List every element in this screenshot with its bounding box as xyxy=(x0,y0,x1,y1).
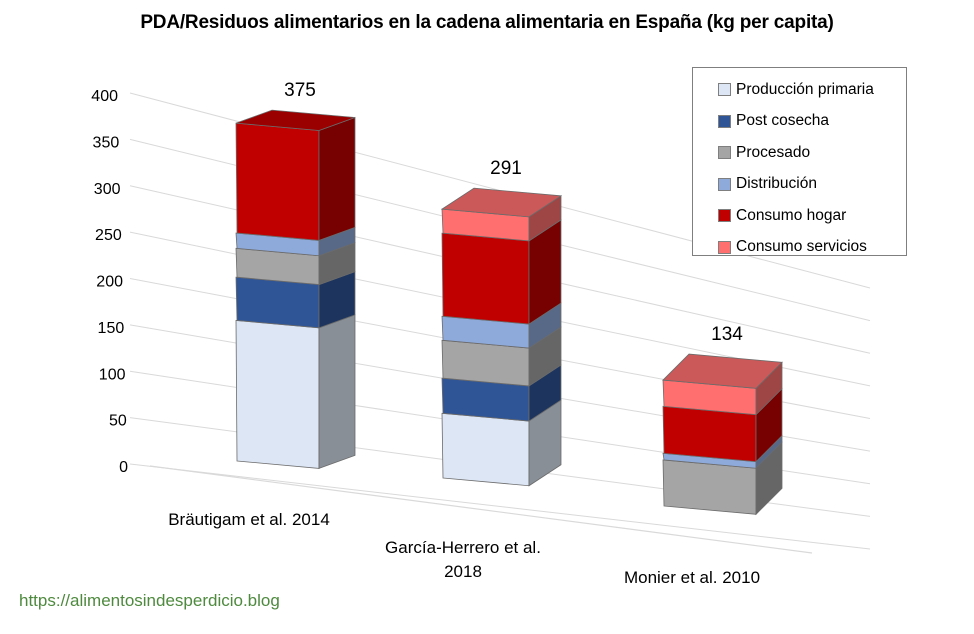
source-url[interactable]: https://alimentosindesperdicio.blog xyxy=(19,591,280,610)
y-tick-label: 50 xyxy=(109,413,127,430)
y-tick-label: 400 xyxy=(91,88,118,105)
bar-total-label: 291 xyxy=(490,158,522,179)
legend-item: Producción primaria xyxy=(693,74,906,106)
y-tick-label: 350 xyxy=(93,134,120,151)
bar-segment xyxy=(235,320,320,469)
bar-top xyxy=(662,353,783,389)
bar-segment xyxy=(662,405,757,463)
y-tick-label: 300 xyxy=(94,181,121,198)
y-axis-ticks: 0 50 100 150 200 250 300 350 400 xyxy=(91,88,128,476)
bar-segment xyxy=(235,122,320,241)
x-category-label: García-Herrero et al. xyxy=(385,538,541,557)
bar-segment-side xyxy=(318,116,356,241)
legend-item: Post cosecha xyxy=(693,106,906,138)
legend-swatch xyxy=(718,83,731,97)
y-tick-label: 0 xyxy=(119,459,128,476)
bar-stack xyxy=(662,353,783,516)
x-category-label: Bräutigam et al. 2014 xyxy=(168,510,330,529)
gridline xyxy=(129,463,871,550)
x-category-label: 2018 xyxy=(444,562,482,581)
bars xyxy=(235,109,783,516)
bar-stack xyxy=(440,187,563,487)
y-tick-label: 100 xyxy=(99,366,126,383)
legend-label: Producción primaria xyxy=(736,80,874,98)
legend-swatch xyxy=(718,114,731,128)
floor-edge xyxy=(149,465,813,554)
bar-segment xyxy=(441,232,530,325)
bar-total-label: 134 xyxy=(711,324,743,345)
legend-swatch xyxy=(718,209,731,223)
legend-label: Post cosecha xyxy=(736,112,830,130)
bar-segment xyxy=(441,412,530,487)
y-tick-label: 200 xyxy=(96,274,123,291)
bar-segment xyxy=(662,459,757,515)
legend-swatch xyxy=(718,146,731,160)
legend-label: Consumo hogar xyxy=(736,206,847,224)
legend-swatch xyxy=(718,240,731,254)
legend-item: Procesado xyxy=(693,137,906,169)
bar-top xyxy=(440,187,563,218)
x-category-label: Monier et al. 2010 xyxy=(624,568,760,587)
labels: 375 291 134 Bräutigam et al. 2014 García-Her… xyxy=(168,80,760,587)
bar-top xyxy=(235,109,356,131)
y-tick-label: 250 xyxy=(95,227,122,244)
legend-item: Distribución xyxy=(693,169,906,201)
bar-segment-side xyxy=(318,314,356,469)
bar-total-label: 375 xyxy=(284,80,316,101)
bar-segment xyxy=(235,276,320,329)
legend-item: Consumo hogar xyxy=(693,200,906,232)
chart-title: PDA/Residuos alimentarios en la cadena a… xyxy=(140,12,834,33)
legend-item: Consumo servicios xyxy=(693,232,906,264)
y-tick-label: 150 xyxy=(98,320,125,337)
legend-swatch xyxy=(718,177,731,191)
legend-label: Distribución xyxy=(736,175,817,193)
legend: Producción primaria Post cosecha Procesado… xyxy=(692,67,907,256)
legend-label: Procesado xyxy=(736,143,811,161)
legend-label: Consumo servicios xyxy=(736,238,867,256)
bar-stack xyxy=(235,109,356,469)
